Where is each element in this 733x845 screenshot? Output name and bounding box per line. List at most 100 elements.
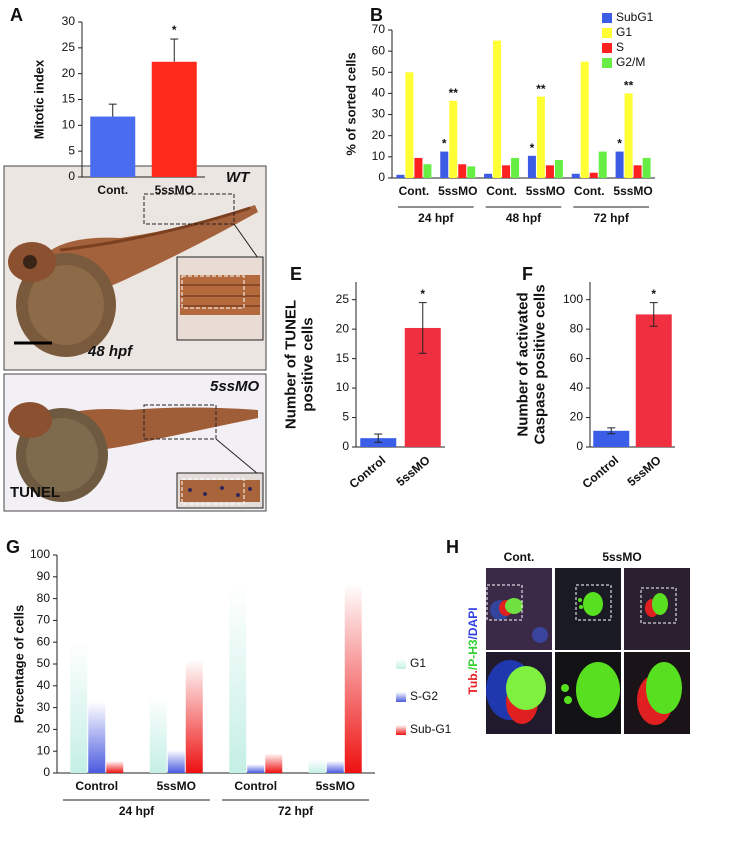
bar (580, 61, 589, 178)
y-axis-label: Number of TUNEL (282, 300, 299, 429)
significance: * (617, 137, 622, 151)
bar (545, 165, 554, 178)
y-tick-label: 15 (62, 92, 76, 106)
bar (571, 173, 580, 178)
bar (88, 702, 106, 773)
y-tick-label: 40 (37, 678, 51, 692)
bar (90, 116, 136, 177)
error-bar (108, 103, 117, 117)
y-axis-label: Mitotic index (31, 59, 46, 139)
x-tick-label: 5ssMO (625, 453, 664, 489)
y-tick-label: 0 (68, 169, 75, 183)
bar (396, 174, 405, 178)
stain-part: /P-H3 (466, 639, 480, 670)
bar (624, 93, 633, 178)
bar (414, 157, 423, 178)
bar (423, 164, 432, 178)
stain-label: Tub./P-H3/DAPI (466, 607, 480, 694)
significance: * (420, 287, 425, 301)
y-tick-label: 40 (372, 86, 386, 100)
bar (70, 641, 88, 773)
y-tick-label: 25 (336, 292, 350, 306)
y-tick-label: 5 (342, 410, 349, 424)
legend-label: SubG1 (616, 10, 654, 24)
y-tick-label: 0 (576, 439, 583, 453)
image-label: 5ssMO (210, 378, 260, 395)
micrograph-h: Cont. 5ssMO Tub./P-H3/DAPI (466, 550, 690, 734)
y-tick-label: 70 (37, 613, 51, 627)
bar (484, 173, 493, 178)
significance: ** (449, 86, 459, 100)
bar (598, 151, 607, 178)
error-bar (649, 302, 658, 327)
error-bar (170, 38, 179, 62)
x-tick-label: Cont. (399, 184, 430, 198)
panel-label: E (290, 264, 302, 284)
column-label: Cont. (504, 550, 535, 564)
panel-label: B (370, 5, 383, 25)
y-tick-label: 0 (378, 170, 385, 184)
bar (149, 695, 167, 773)
bar (502, 165, 511, 178)
error-bar (418, 302, 427, 354)
image-label: 48 hpf (87, 343, 134, 360)
x-tick-label: 5ssMO (613, 184, 652, 198)
legend-swatch (602, 43, 612, 53)
bar (642, 157, 651, 178)
y-tick-label: 50 (37, 656, 51, 670)
x-tick-label: 5ssMO (157, 779, 196, 793)
bar (151, 61, 197, 177)
x-tick-label: Control (75, 779, 118, 793)
significance: * (530, 141, 535, 155)
x-tick-label: 5ssMO (394, 453, 433, 489)
y-tick-label: 10 (62, 118, 76, 132)
y-tick-label: 20 (62, 66, 76, 80)
legend-swatch (602, 13, 612, 23)
panel-label: H (446, 537, 459, 557)
bar (554, 160, 563, 178)
bar (458, 164, 467, 178)
bar (167, 750, 185, 773)
bar (635, 314, 672, 447)
significance: ** (624, 79, 634, 93)
y-tick-label: 100 (563, 292, 583, 306)
y-tick-label: 50 (372, 64, 386, 78)
legend-swatch (396, 692, 406, 702)
y-tick-label: 30 (37, 700, 51, 714)
column-label: 5ssMO (602, 550, 641, 564)
bar (405, 72, 414, 178)
x-tick-label: Cont. (574, 184, 605, 198)
y-tick-label: 60 (37, 634, 51, 648)
y-tick-label: 10 (336, 380, 350, 394)
y-tick-label: 80 (570, 321, 584, 335)
x-tick-label: Control (580, 453, 622, 491)
legend-swatch (602, 28, 612, 38)
y-tick-label: 20 (336, 321, 350, 335)
x-tick-label: 5ssMO (526, 184, 565, 198)
y-tick-label: 90 (37, 569, 51, 583)
error-bar (607, 427, 616, 435)
y-axis-label: Percentage of cells (11, 605, 26, 724)
micrograph-d: 5ssMO TUNEL (3, 373, 267, 512)
group-label: 24 hpf (418, 211, 454, 225)
legend-label: G1 (410, 656, 426, 670)
image-label: WT (226, 169, 251, 186)
significance: * (442, 137, 447, 151)
error-bar (374, 433, 383, 443)
y-tick-label: 0 (342, 439, 349, 453)
y-tick-label: 25 (62, 40, 76, 54)
group-label: 72 hpf (278, 804, 314, 818)
y-tick-label: 100 (30, 547, 50, 561)
group-label: 48 hpf (506, 211, 542, 225)
y-tick-label: 0 (43, 765, 50, 779)
panel-label: G (6, 537, 20, 557)
y-tick-label: 10 (37, 743, 51, 757)
y-tick-label: 60 (570, 351, 584, 365)
bar (493, 40, 502, 179)
legend-swatch (396, 725, 406, 735)
bar (344, 583, 362, 773)
image-label: TUNEL (10, 484, 60, 501)
micrograph-c: WT 48 hpf (3, 165, 267, 371)
legend-label: S (616, 40, 624, 54)
